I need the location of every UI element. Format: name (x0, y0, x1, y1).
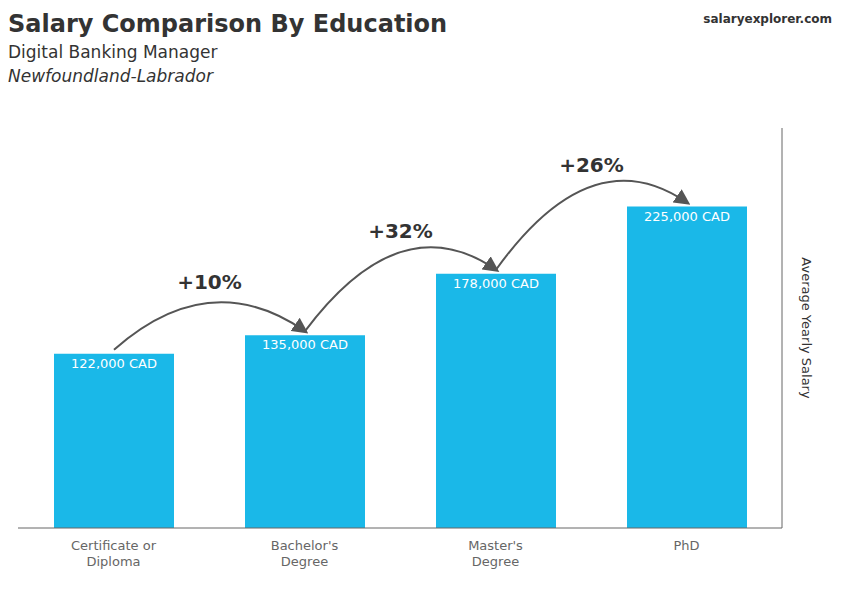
html-text:salaryexplorer.com: salaryexplorer.com (703, 12, 832, 26)
svg-text:Bachelor'sDegree: Bachelor'sDegree (271, 538, 339, 569)
svg-text:+32%: +32% (368, 219, 433, 243)
svg-text:Certificate orDiploma: Certificate orDiploma (71, 538, 157, 569)
html-text:Newfoundland-Labrador: Newfoundland-Labrador (8, 66, 213, 86)
svg-text:225,000 CAD: 225,000 CAD (644, 209, 730, 224)
svg-text:+10%: +10% (177, 270, 242, 294)
html-text:Digital Banking Manager: Digital Banking Manager (8, 42, 218, 62)
svg-text:122,000 CAD: 122,000 CAD (71, 356, 157, 371)
svg-text:Average Yearly Salary: Average Yearly Salary (799, 257, 814, 399)
svg-text:135,000 CAD: 135,000 CAD (262, 337, 348, 352)
html-text:Salary Comparison By Education: Salary Comparison By Education (8, 10, 448, 38)
svg-text:178,000 CAD: 178,000 CAD (453, 276, 539, 291)
svg-text:+26%: +26% (559, 153, 624, 177)
svg-text:Master'sDegree: Master'sDegree (468, 538, 523, 569)
svg-text:PhD: PhD (673, 538, 699, 553)
